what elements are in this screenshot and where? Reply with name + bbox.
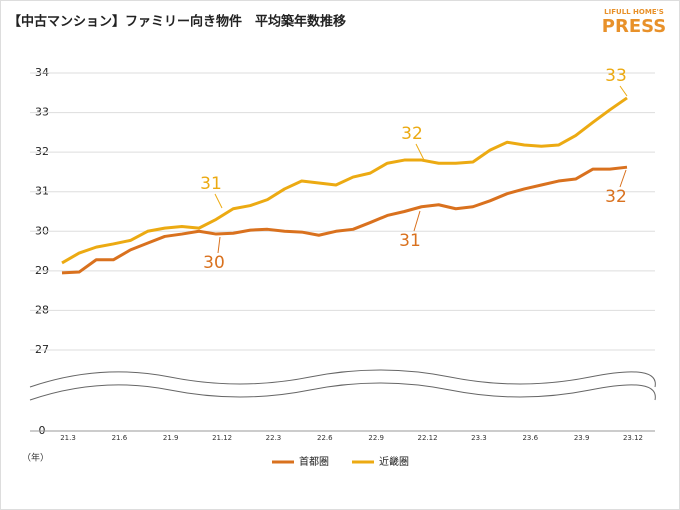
annotation-leader bbox=[413, 210, 421, 232]
axis-break bbox=[29, 369, 656, 388]
x-tick-label: 23.9 bbox=[574, 434, 590, 442]
x-tick-label: 21.3 bbox=[60, 434, 76, 442]
x-tick-label: 21.6 bbox=[112, 434, 128, 442]
annotation: 31 bbox=[200, 174, 222, 194]
legend-label: 近畿圏 bbox=[379, 455, 409, 468]
x-tick-label: 22.3 bbox=[266, 434, 282, 442]
annotation-leader bbox=[214, 193, 223, 209]
x-tick-label: 23.12 bbox=[623, 434, 643, 442]
annotation: 31 bbox=[399, 231, 421, 251]
line-series bbox=[61, 165, 628, 275]
logo-top: LIFULL HOME'S bbox=[604, 8, 664, 16]
annotation-leader bbox=[415, 143, 425, 161]
annotation: 30 bbox=[203, 253, 225, 273]
annotation-leader bbox=[619, 85, 628, 97]
x-tick-label: 22.9 bbox=[368, 434, 384, 442]
chart-title: 【中古マンション】ファミリー向き物件 平均築年数推移 bbox=[8, 14, 346, 30]
x-tick-label: 21.9 bbox=[163, 434, 179, 442]
y-unit: （年） bbox=[22, 452, 49, 464]
x-tick-label: 21.12 bbox=[212, 434, 232, 442]
annotation: 32 bbox=[401, 124, 423, 144]
x-tick-label: 23.6 bbox=[522, 434, 538, 442]
annotation-leader bbox=[217, 236, 221, 254]
axis-break bbox=[29, 382, 656, 401]
x-tick-label: 22.6 bbox=[317, 434, 333, 442]
legend-label: 首都圏 bbox=[299, 455, 329, 468]
x-tick-label: 23.3 bbox=[471, 434, 487, 442]
line-series bbox=[61, 96, 628, 265]
logo-main: PRESS bbox=[602, 16, 666, 37]
x-tick-label: 22.12 bbox=[418, 434, 438, 442]
annotation: 32 bbox=[605, 187, 627, 207]
annotation-leader bbox=[619, 169, 627, 188]
annotation: 33 bbox=[605, 66, 627, 86]
